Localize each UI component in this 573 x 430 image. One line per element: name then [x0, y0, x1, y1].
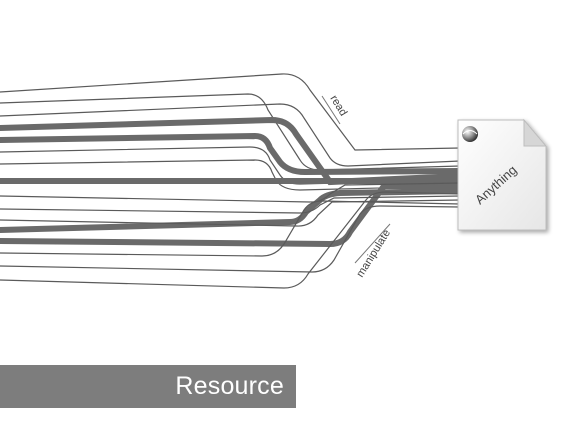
flow-line: [0, 182, 461, 203]
flow-line: [0, 188, 463, 233]
manipulate-label: manipulate: [354, 228, 393, 280]
flow-line: [0, 195, 461, 214]
read-label: read: [327, 93, 349, 118]
flow-line: [0, 205, 461, 273]
manipulate-thin-lines: [0, 182, 461, 289]
globe-icon: [462, 126, 478, 142]
flow-line: [0, 73, 461, 151]
flow-line: [0, 159, 461, 191]
flow-line: [0, 116, 463, 186]
flow-line: [0, 191, 461, 289]
resource-banner: Resource: [0, 365, 296, 408]
flow-line: [0, 199, 461, 227]
read-pointer: [321, 95, 341, 125]
document-icon: [457, 118, 548, 231]
manipulate-pointer: [354, 223, 391, 264]
flow-line: [0, 103, 461, 167]
thick-lines: [0, 116, 463, 248]
flow-line: [0, 132, 463, 176]
flow-line: [0, 93, 461, 171]
resource-label: Resource: [175, 372, 284, 400]
flow-line: [0, 200, 461, 257]
